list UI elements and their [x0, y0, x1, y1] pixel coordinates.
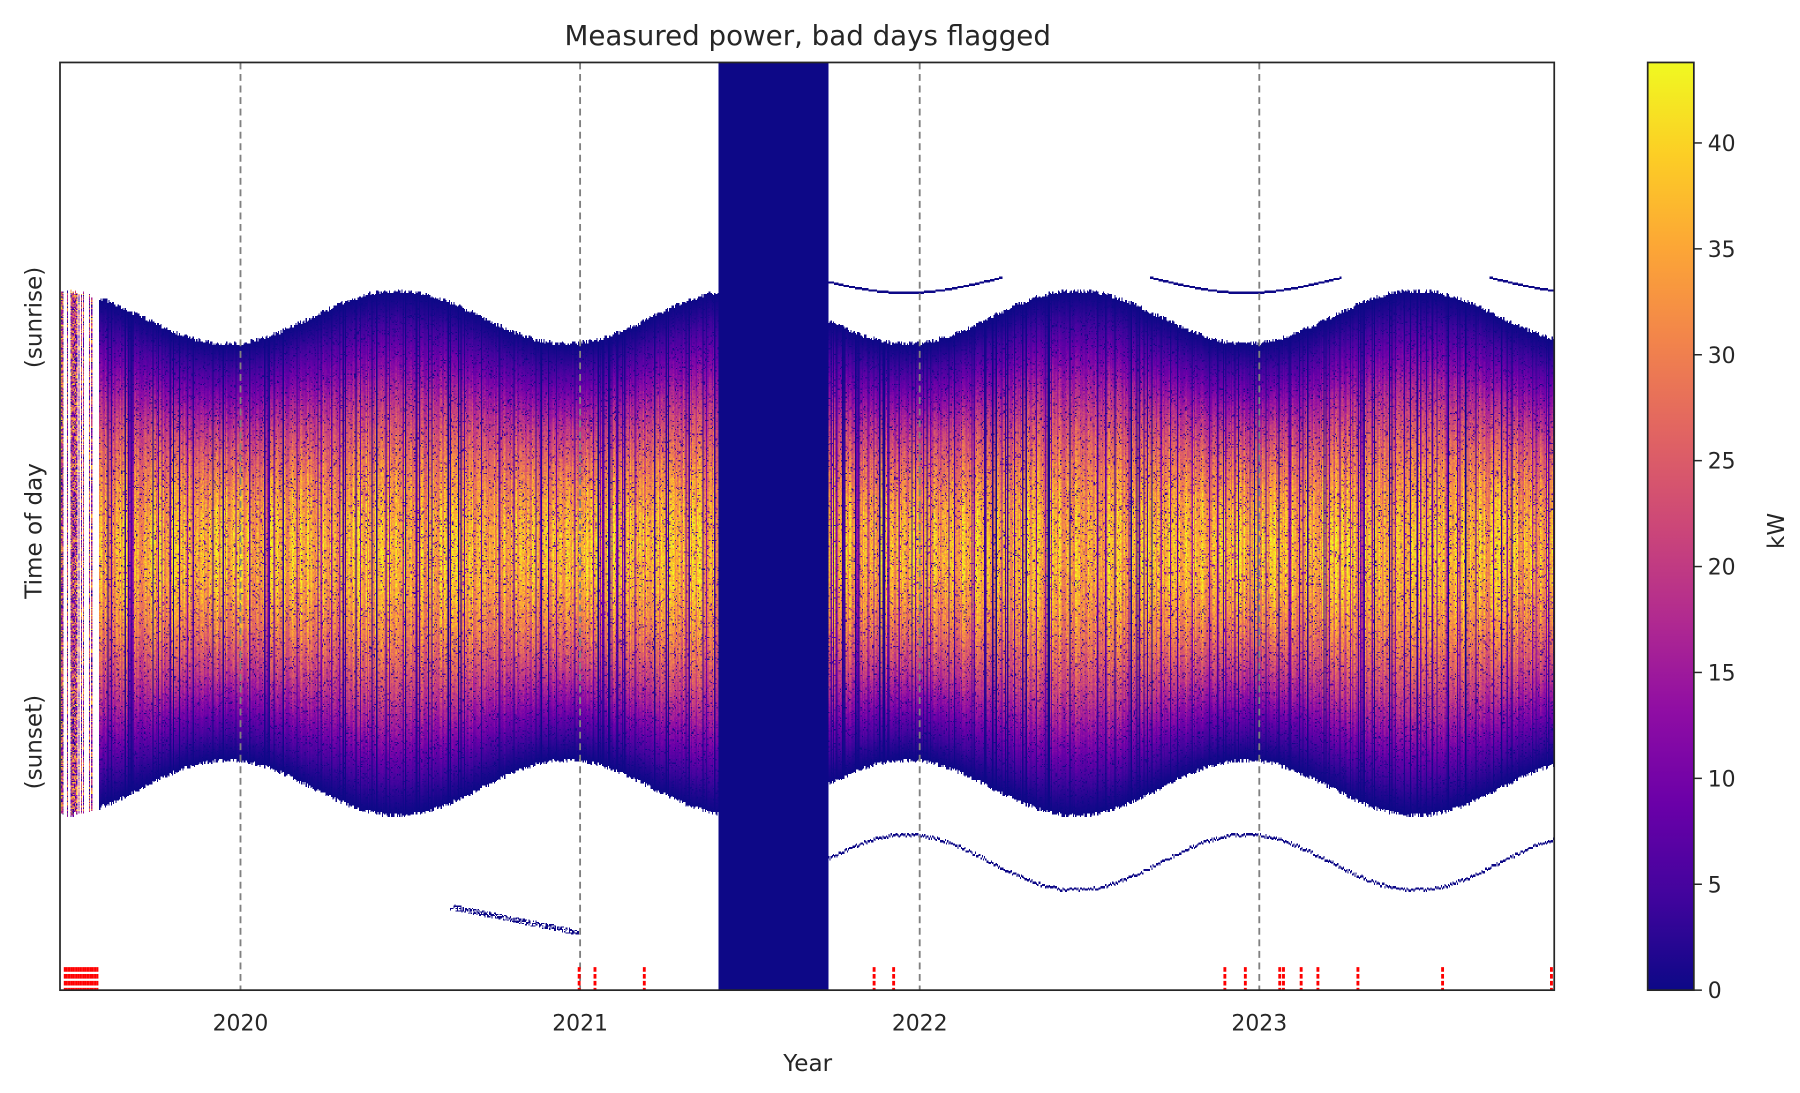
colorbar-tick-label: 25 — [1708, 450, 1736, 475]
heatmap — [60, 62, 1554, 990]
colorbar-tick-label: 30 — [1708, 344, 1736, 369]
colorbar-ticks: 0 5 10 15 20 25 30 35 40 — [1693, 132, 1736, 1004]
y-axis-label-sunset: (sunset) — [22, 695, 48, 790]
colorbar — [1646, 61, 1695, 992]
colorbar-tick-label: 0 — [1708, 979, 1722, 1004]
x-tick-label: 2022 — [892, 1012, 948, 1037]
plot-frame — [59, 61, 1556, 992]
x-tick-label: 2020 — [213, 1012, 269, 1037]
colorbar-tick-label: 20 — [1708, 556, 1736, 581]
colorbar-tick-label: 35 — [1708, 238, 1736, 263]
colorbar-tick-label: 15 — [1708, 662, 1736, 687]
y-axis-label-sunrise: (sunrise) — [22, 267, 48, 368]
colorbar-label: kW — [1764, 513, 1790, 549]
year-lines — [239, 62, 1261, 991]
x-ticks: 2020 2021 2022 2023 — [213, 1012, 1288, 1037]
x-tick-label: 2023 — [1231, 1012, 1287, 1037]
x-tick-label: 2021 — [552, 1012, 608, 1037]
y-axis-label: Time of day — [22, 463, 48, 600]
flag-marks — [63, 967, 1553, 991]
x-axis-label: Year — [782, 1051, 832, 1077]
chart-title: Measured power, bad days flagged — [564, 19, 1050, 52]
colorbar-tick-label: 5 — [1708, 873, 1722, 898]
colorbar-tick-label: 10 — [1708, 767, 1736, 792]
colorbar-tick-label: 40 — [1708, 132, 1736, 157]
